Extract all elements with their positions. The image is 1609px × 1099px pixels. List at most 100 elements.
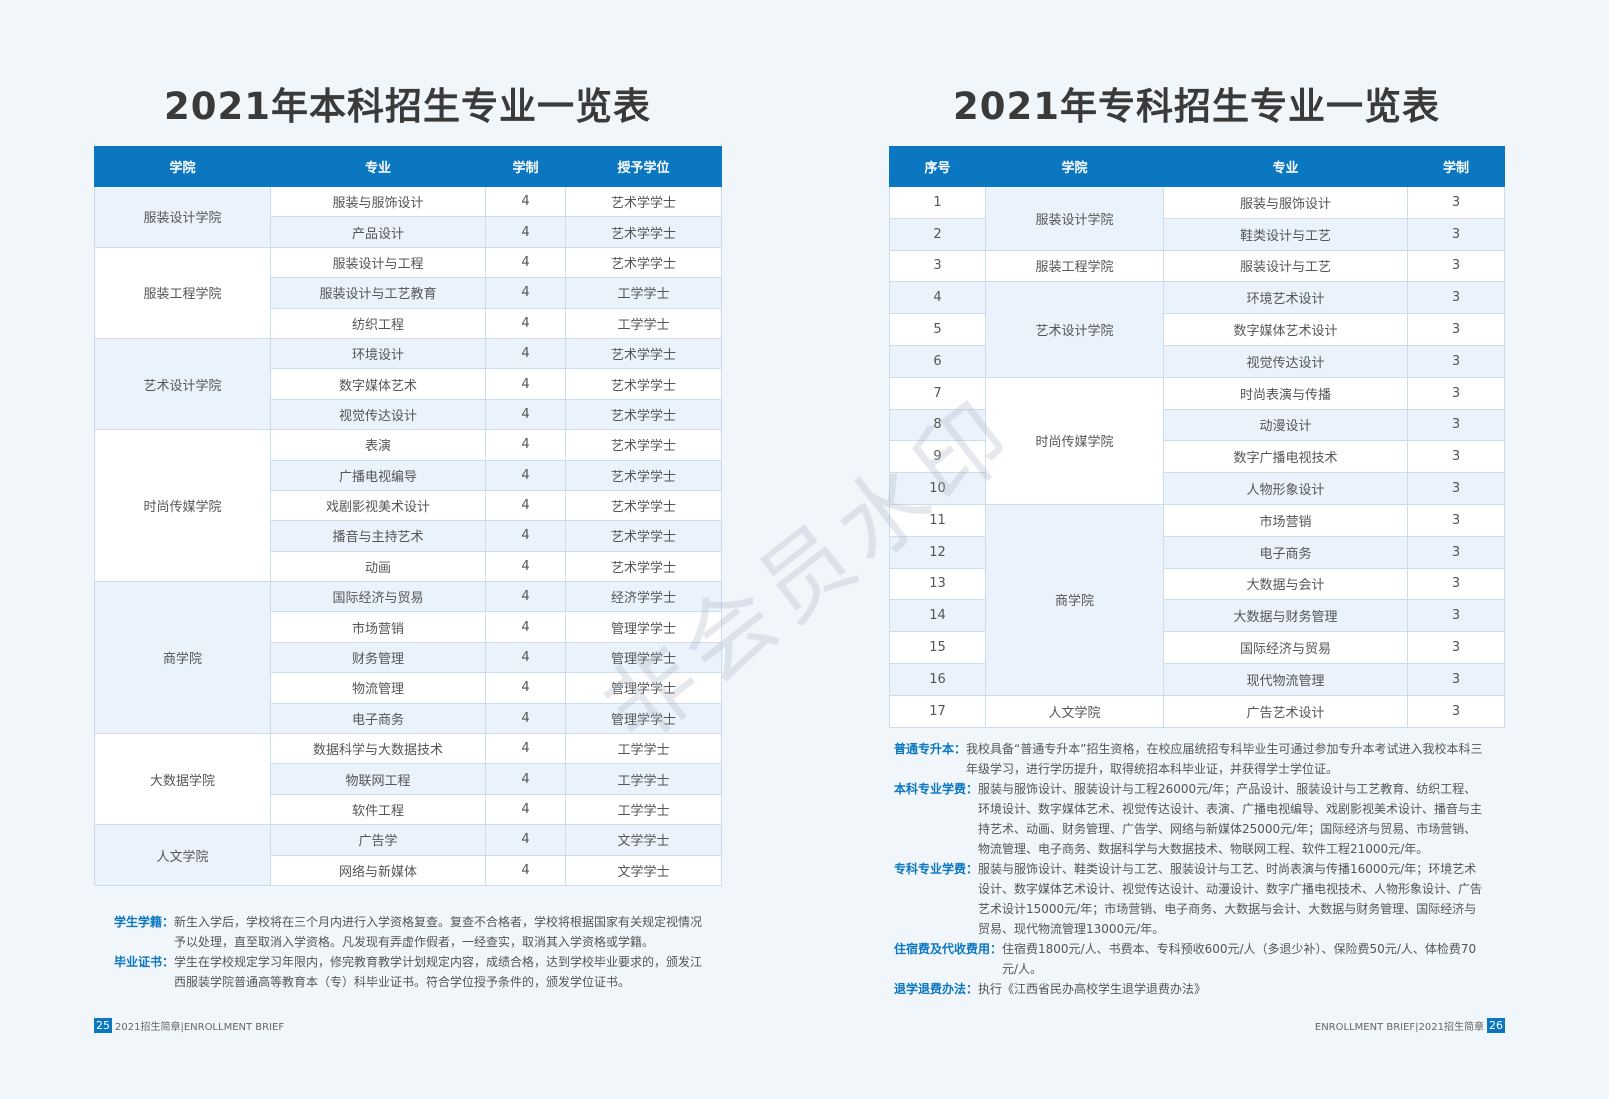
college-table: 序号 学院 专业 学制 1 服装设计学院 服装与服饰设计 3 2 鞋类设计与工艺 3 3 服装工程学院服… <box>889 146 1505 728</box>
table-cell: 工学学士 <box>565 793 722 826</box>
table-cell: 3 <box>1407 313 1505 346</box>
note: 退学退费办法： 执行《江西省民办高校学生退学退费办法》 <box>894 979 1486 999</box>
note-label: 普通专升本： <box>894 742 967 756</box>
table-cell: 艺术学学士 <box>565 459 722 491</box>
note: 本科专业学费： 服装与服饰设计、服装设计与工程26000元/年；产品设计、服装设计… <box>894 779 1486 859</box>
table-cell: 服装与服饰设计 <box>1163 186 1408 219</box>
table-cell: 1 <box>889 186 986 219</box>
table-cell: 广告学 <box>270 824 486 856</box>
table-cell: 艺术学学士 <box>565 398 722 431</box>
table-cell: 艺术学学士 <box>565 489 722 522</box>
table-body: 1 服装设计学院 服装与服饰设计 3 2 鞋类设计与工艺 3 3 服装工程学院 服装设计与工艺 3 4… <box>889 186 1505 728</box>
table-row: 1 服装设计学院 服装与服饰设计 3 <box>889 186 1505 251</box>
table-row: 人文学院 广告学 4 文学学士 <box>94 824 722 886</box>
header-row: 学院 专业 学制 授予学位 <box>94 146 722 187</box>
table-cell: 服装与服饰设计 <box>270 185 486 218</box>
table-cell: 现代物流管理 <box>1163 662 1408 696</box>
table-cell: 4 <box>485 641 566 674</box>
table-cell: 4 <box>485 520 566 552</box>
table-row: 13 大数据与会计 3 <box>889 567 1505 601</box>
header-cell: 序号 <box>889 146 986 187</box>
table-cell: 财务管理 <box>270 641 486 674</box>
right-notes: 普通专升本： 我校具备“普通专升本”招生资格，在校应届统招专科毕业生可通过参加专升… <box>894 739 1486 999</box>
note-text: 住宿费1800元/人、书费本、专科预收600元/人（多退少补）、保险费50元/人… <box>1002 942 1477 976</box>
college-cell: 人文学院 <box>94 824 271 886</box>
table-cell: 鞋类设计与工艺 <box>1163 217 1408 251</box>
table-cell: 视觉传达设计 <box>1163 344 1408 378</box>
table-cell: 3 <box>1407 281 1505 315</box>
college-cell: 商学院 <box>985 503 1164 696</box>
college-cell: 服装设计学院 <box>94 186 271 248</box>
table-row: 商学院 国际经济与贸易 4 经济学学士 <box>94 581 722 735</box>
table-cell: 软件工程 <box>270 793 486 826</box>
table-cell: 7 <box>889 376 986 410</box>
table-cell: 物联网工程 <box>270 763 486 795</box>
table-row: 动画 4 艺术学学士 <box>95 550 722 583</box>
table-row: 服装设计与工艺教育 4 工学学士 <box>95 277 722 309</box>
table-row: 电子商务 4 管理学学士 <box>95 702 722 735</box>
note-text: 新生入学后，学校将在三个月内进行入学资格复查。复查不合格者，学校将根据国家有关规… <box>174 915 703 949</box>
table-cell: 4 <box>889 281 986 315</box>
table-cell: 大数据与会计 <box>1163 567 1408 601</box>
table-row: 产品设计 4 艺术学学士 <box>95 216 722 248</box>
table-cell: 网络与新媒体 <box>270 854 486 886</box>
left-notes: 学生学籍： 新生入学后，学校将在三个月内进行入学资格复查。复查不合格者，学校将根据… <box>114 912 709 992</box>
table-cell: 管理学学士 <box>565 611 722 643</box>
table-cell: 广播电视编导 <box>270 459 486 491</box>
table-row: 市场营销 4 管理学学士 <box>95 611 722 643</box>
table-row: 财务管理 4 管理学学士 <box>95 641 722 674</box>
college-cell: 时尚传媒学院 <box>985 376 1164 505</box>
table-row: 网络与新媒体 4 文学学士 <box>95 854 722 886</box>
note: 毕业证书： 学生在学校规定学习年限内，修完教育教学计划规定内容，成绩合格，达到学校… <box>114 952 709 992</box>
table-row: 8 动漫设计 3 <box>889 408 1505 442</box>
college-cell: 服装设计学院 <box>985 186 1164 251</box>
header-cell: 授予学位 <box>565 146 722 187</box>
table-cell: 艺术学学士 <box>565 429 722 461</box>
table-cell: 9 <box>889 440 986 474</box>
table-row: 5 数字媒体艺术设计 3 <box>889 313 1505 346</box>
table-cell: 文学学士 <box>565 824 722 856</box>
table-cell: 5 <box>889 313 986 346</box>
table-cell: 4 <box>485 459 566 491</box>
table-cell: 3 <box>1407 599 1505 633</box>
table-row: 6 视觉传达设计 3 <box>889 344 1505 378</box>
table-cell: 服装设计与工艺 <box>1163 249 1408 283</box>
college-cell: 大数据学院 <box>94 733 271 826</box>
table-row: 11 商学院 市场营销 3 <box>889 503 1505 696</box>
table-cell: 4 <box>485 793 566 826</box>
note-label: 本科专业学费： <box>894 782 979 796</box>
table-cell: 3 <box>1407 567 1505 601</box>
left-title: 2021年本科招生专业一览表 <box>164 85 651 128</box>
table-row: 服装设计学院 服装与服饰设计 4 艺术学学士 <box>94 185 722 248</box>
table-row: 戏剧影视美术设计 4 艺术学学士 <box>95 489 722 522</box>
table-cell: 文学学士 <box>565 854 722 886</box>
table-cell: 数字媒体艺术 <box>270 368 486 400</box>
table-cell: 国际经济与贸易 <box>1163 631 1408 664</box>
table-cell: 时尚表演与传播 <box>1163 376 1408 410</box>
college-cell: 服装工程学院 <box>985 249 1164 283</box>
header-cell: 学院 <box>985 146 1164 187</box>
table-cell: 管理学学士 <box>565 702 722 735</box>
table-cell: 17 <box>889 694 986 728</box>
table-cell: 市场营销 <box>270 611 486 643</box>
table-row: 4 艺术设计学院 环境艺术设计 3 <box>889 281 1505 378</box>
table-cell: 16 <box>889 662 986 696</box>
table-cell: 13 <box>889 567 986 601</box>
table-cell: 3 <box>1407 472 1505 505</box>
table-cell: 3 <box>1407 217 1505 251</box>
table-row: 15 国际经济与贸易 3 <box>889 631 1505 664</box>
table-cell: 产品设计 <box>270 216 486 248</box>
table-row: 7 时尚传媒学院 时尚表演与传播 3 <box>889 376 1505 505</box>
table-cell: 4 <box>485 581 566 613</box>
table-cell: 环境设计 <box>270 337 486 370</box>
table-cell: 国际经济与贸易 <box>270 581 486 613</box>
table-cell: 数据科学与大数据技术 <box>270 733 486 765</box>
table-row: 14 大数据与财务管理 3 <box>889 599 1505 633</box>
table-row: 大数据学院 数据科学与大数据技术 4 工学学士 <box>94 733 722 826</box>
table-row: 17 人文学院 广告艺术设计 3 <box>889 694 1505 728</box>
table-cell: 8 <box>889 408 986 442</box>
table-row: 2 鞋类设计与工艺 3 <box>889 217 1505 251</box>
table-row: 广播电视编导 4 艺术学学士 <box>95 459 722 491</box>
header-cell: 学制 <box>1407 146 1505 187</box>
header-row: 序号 学院 专业 学制 <box>889 146 1505 187</box>
